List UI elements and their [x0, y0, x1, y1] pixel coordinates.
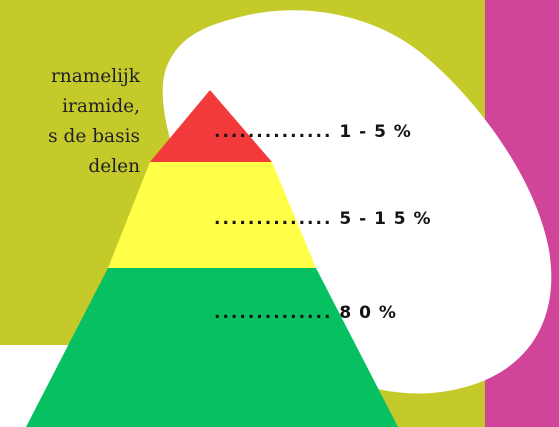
intro-text: rnamelijk iramide, s de basis delen	[48, 62, 140, 182]
pyramid-middle-level	[108, 162, 316, 268]
percent-label: 5 - 1 5 %	[339, 209, 432, 229]
leader-dots: ..............	[214, 209, 333, 229]
level-middle-label: .............. 5 - 1 5 %	[214, 209, 432, 229]
pyramid-top-level	[150, 90, 272, 162]
leader-dots: ..............	[214, 303, 333, 323]
percent-label: 8 0 %	[339, 303, 397, 323]
leader-dots: ..............	[214, 122, 333, 142]
percent-label: 1 - 5 %	[339, 122, 412, 142]
intro-line: rnamelijk	[50, 66, 140, 87]
intro-line: iramide,	[62, 96, 140, 117]
pyramid-base-level	[26, 268, 398, 427]
level-top-label: .............. 1 - 5 %	[214, 122, 412, 142]
intro-line: delen	[88, 156, 140, 177]
intro-line: s de basis	[48, 126, 140, 147]
level-base-label: .............. 8 0 %	[214, 303, 397, 323]
